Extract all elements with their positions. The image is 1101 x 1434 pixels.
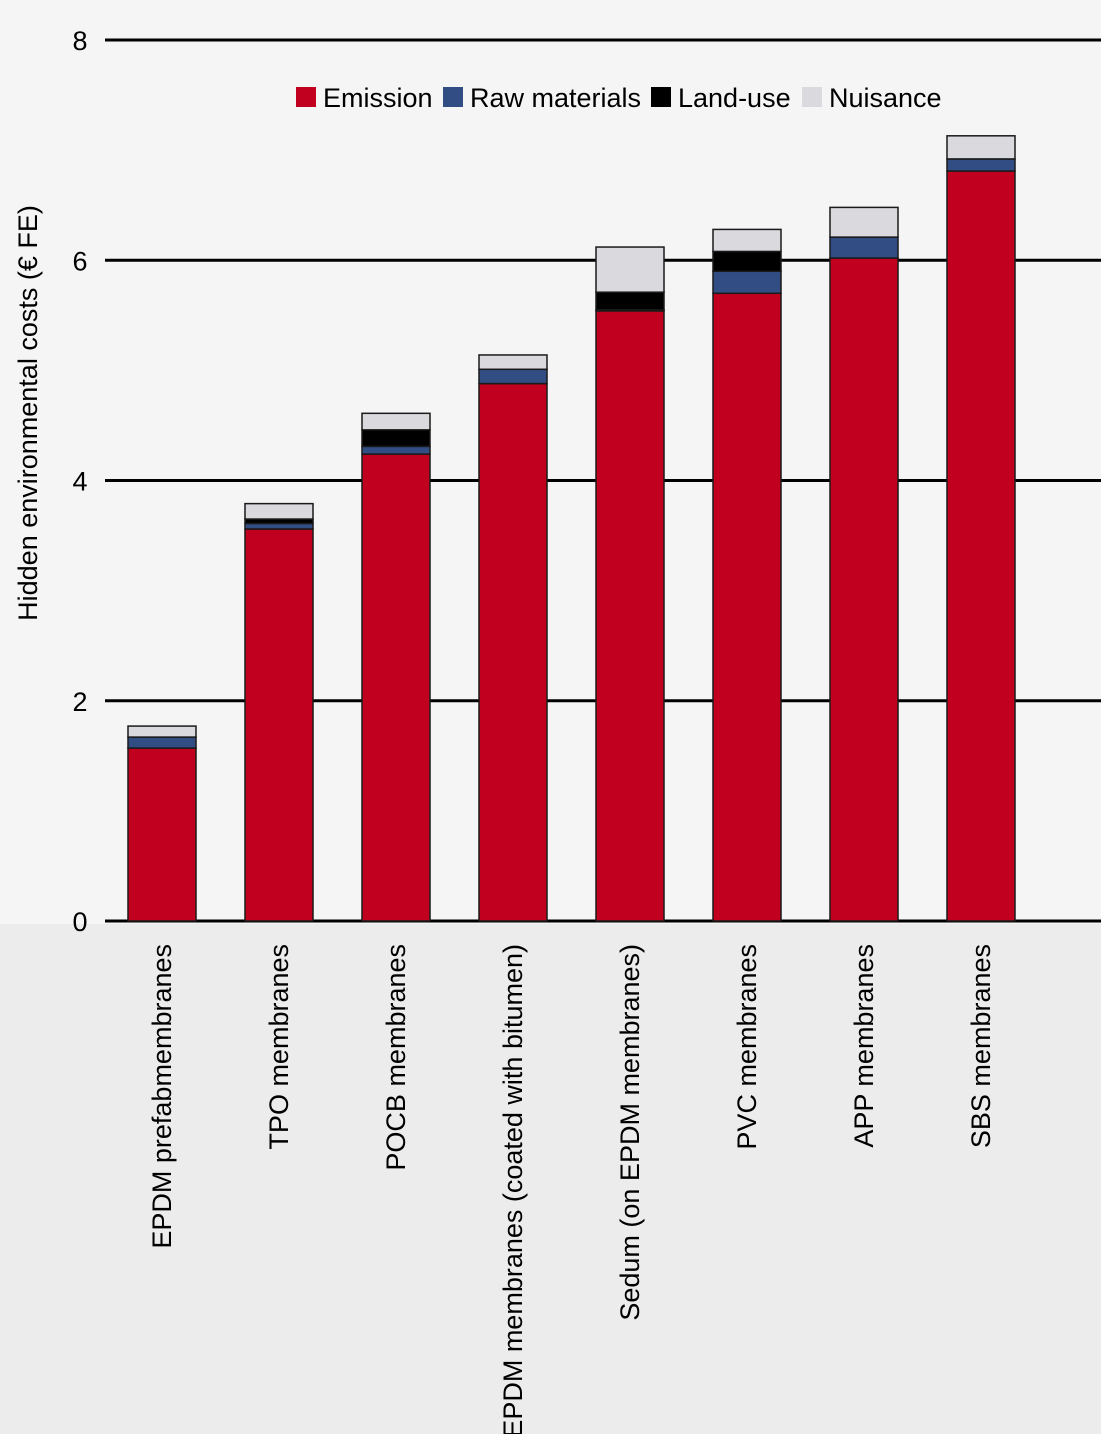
bar-segment-nuisance <box>361 412 431 431</box>
bar-segment-land-use <box>595 291 665 311</box>
y-axis-title: Hidden environmental costs (€ FE) <box>13 205 43 621</box>
bar-segment-raw-materials <box>946 158 1016 172</box>
legend-label: Raw materials <box>470 83 641 113</box>
y-tick-labels: 0 2 4 6 8 <box>72 26 87 937</box>
y-tick-label: 6 <box>72 246 87 276</box>
bar-segment-nuisance <box>712 228 782 253</box>
bar-segment-nuisance <box>244 502 314 520</box>
category-label: APP membranes <box>849 944 879 1148</box>
bar-segment-raw-materials <box>478 368 548 385</box>
bar-segment-emission <box>595 310 665 922</box>
legend-label: Land-use <box>678 83 791 113</box>
category-label: EPDM prefabmembranes <box>147 944 177 1249</box>
category-label: PVC membranes <box>732 944 762 1150</box>
bar-segment-emission <box>127 747 197 922</box>
category-labels: EPDM prefabmembranes TPO membranes POCB me… <box>147 944 996 1434</box>
y-tick-label: 8 <box>72 26 87 56</box>
bar-segment-emission <box>361 453 431 922</box>
bar-segment-raw-materials <box>361 445 431 455</box>
bar-segment-emission <box>946 170 1016 922</box>
category-label: EPDM membranes (coated with bitumen) <box>498 944 528 1434</box>
bar-segment-nuisance <box>595 246 665 293</box>
y-tick-label: 4 <box>72 467 87 497</box>
bar-segment-nuisance <box>127 725 197 738</box>
legend: Emission Raw materials Land-use Nuisance <box>296 83 942 113</box>
bar-segment-emission <box>478 382 548 922</box>
y-tick-label: 2 <box>72 687 87 717</box>
legend-swatch-emission <box>296 87 316 107</box>
bar-segment-land-use <box>361 429 431 448</box>
category-label: SBS membranes <box>966 944 996 1148</box>
bar-segment-nuisance <box>946 135 1016 160</box>
category-label: TPO membranes <box>264 944 294 1150</box>
legend-swatch-nuisance <box>802 87 822 107</box>
bars <box>127 135 1016 922</box>
bar-segment-nuisance <box>478 354 548 371</box>
legend-swatch-land-use <box>651 87 671 107</box>
bar-segment-raw-materials <box>829 236 899 259</box>
bar-segment-emission <box>829 257 899 922</box>
bar-segment-emission <box>712 292 782 922</box>
legend-label: Emission <box>323 83 433 113</box>
category-label: Sedum (on EPDM membranes) <box>615 944 645 1321</box>
bar-segment-emission <box>244 528 314 922</box>
legend-label: Nuisance <box>829 83 942 113</box>
bar-segment-raw-materials <box>127 736 197 749</box>
bar-segment-nuisance <box>829 206 899 238</box>
bar-segment-raw-materials <box>712 270 782 295</box>
bar-segment-land-use <box>712 250 782 273</box>
bar-segment-raw-materials <box>244 522 314 530</box>
legend-swatch-raw-materials <box>443 87 463 107</box>
category-label: POCB membranes <box>381 944 411 1171</box>
y-tick-label: 0 <box>72 907 87 937</box>
